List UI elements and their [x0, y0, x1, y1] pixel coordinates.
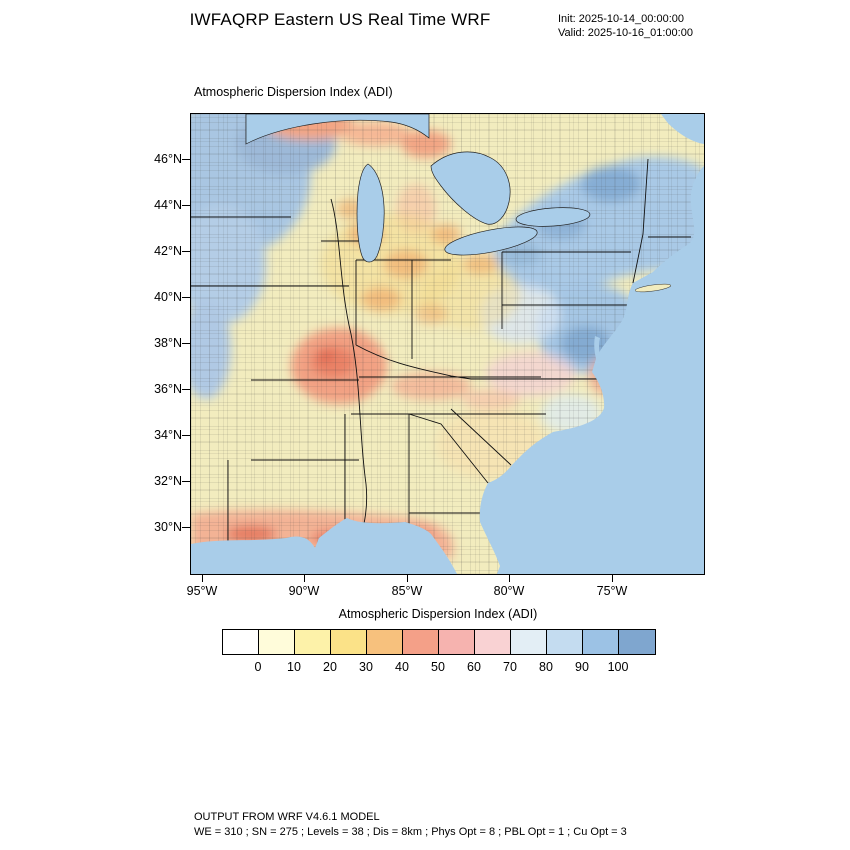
map-ocean: [191, 114, 704, 574]
footer-config-line: WE = 310 ; SN = 275 ; Levels = 38 ; Dis …: [194, 826, 627, 838]
lat-tick-mark: [182, 435, 190, 436]
init-time: Init: 2025-10-14_00:00:00: [558, 13, 684, 25]
lat-tick-mark: [182, 159, 190, 160]
lon-tick-label: 85°W: [391, 584, 423, 598]
colorbar-tick-label: 10: [287, 660, 301, 674]
lon-tick-mark: [612, 575, 613, 582]
colorbar-tick-label: 90: [575, 660, 589, 674]
lat-tick-label: 34°N: [154, 428, 182, 442]
lon-tick-mark: [407, 575, 408, 582]
colorbar-tick-label: 70: [503, 660, 517, 674]
map-plot: [161, 94, 705, 575]
map-graphic: [161, 94, 704, 574]
colorbar-tick-label: 100: [607, 660, 629, 674]
colorbar-tick-label: 30: [359, 660, 373, 674]
lat-tick-mark: [182, 343, 190, 344]
map-panel-title: Atmospheric Dispersion Index (ADI): [194, 85, 393, 99]
lon-tick-mark: [509, 575, 510, 582]
valid-time: Valid: 2025-10-16_01:00:00: [558, 27, 693, 39]
lat-tick-mark: [182, 251, 190, 252]
colorbar-swatch: [259, 630, 295, 654]
colorbar-swatch: [583, 630, 619, 654]
lon-tick-label: 80°W: [493, 584, 525, 598]
lat-tick-mark: [182, 527, 190, 528]
lat-tick-label: 44°N: [154, 198, 182, 212]
lon-tick-label: 75°W: [596, 584, 628, 598]
colorbar-swatch: [223, 630, 259, 654]
lat-tick-mark: [182, 205, 190, 206]
colorbar-tick-label: 60: [467, 660, 481, 674]
lat-tick-mark: [182, 389, 190, 390]
map-great-lakes: [245, 113, 591, 263]
lon-tick-mark: [304, 575, 305, 582]
colorbar-label: Atmospheric Dispersion Index (ADI): [338, 607, 538, 621]
lat-tick-label: 36°N: [154, 382, 182, 396]
colorbar-swatch: [547, 630, 583, 654]
lat-tick-label: 42°N: [154, 244, 182, 258]
colorbar-swatch: [331, 630, 367, 654]
footer-model-line: OUTPUT FROM WRF V4.6.1 MODEL: [194, 811, 380, 823]
colorbar-swatch: [475, 630, 511, 654]
lon-tick-label: 90°W: [288, 584, 320, 598]
colorbar-swatch: [511, 630, 547, 654]
lat-tick-label: 46°N: [154, 152, 182, 166]
colorbar-tick-label: 40: [395, 660, 409, 674]
colorbar-swatch: [619, 630, 655, 654]
colorbar-tick-label: 50: [431, 660, 445, 674]
lat-tick-mark: [182, 297, 190, 298]
lat-tick-label: 40°N: [154, 290, 182, 304]
colorbar-tick-label: 20: [323, 660, 337, 674]
colorbar-swatch: [403, 630, 439, 654]
colorbar-tick-label: 80: [539, 660, 553, 674]
lat-tick-label: 30°N: [154, 520, 182, 534]
colorbar-swatches: [222, 629, 656, 655]
colorbar-swatch: [367, 630, 403, 654]
colorbar-swatch: [295, 630, 331, 654]
plot-title: IWFAQRP Eastern US Real Time WRF: [189, 10, 491, 29]
lat-tick-mark: [182, 481, 190, 482]
lat-tick-label: 38°N: [154, 336, 182, 350]
lat-tick-label: 32°N: [154, 474, 182, 488]
lon-tick-mark: [202, 575, 203, 582]
colorbar-tick-label: 0: [254, 660, 262, 674]
lon-tick-label: 95°W: [186, 584, 218, 598]
colorbar-swatch: [439, 630, 475, 654]
